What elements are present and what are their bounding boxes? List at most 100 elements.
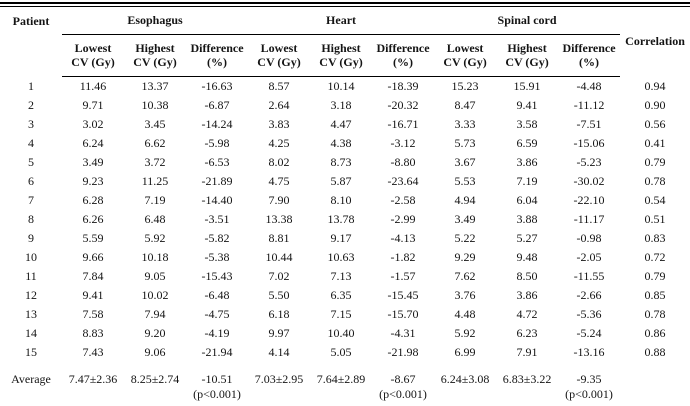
- value-cell: 7.13: [330, 269, 352, 283]
- patient-cell: 13: [25, 307, 37, 321]
- col-header-heart-lowest-cv: Lowest CV (Gy): [248, 34, 311, 77]
- value-cell: 9.23: [82, 174, 104, 188]
- value-cell: 6.99: [454, 345, 476, 359]
- p-value-note: (p<0.001): [379, 387, 427, 401]
- value-cell: 3.83: [268, 117, 290, 131]
- value-cell: 7.84: [82, 269, 104, 283]
- col-header-spinal-cord-highest-cv: Highest CV (Gy): [496, 34, 559, 77]
- value-cell: -18.39: [387, 79, 419, 93]
- value-cell: 3.88: [516, 212, 538, 226]
- value-cell: -21.89: [201, 174, 233, 188]
- value-cell: -22.10: [573, 193, 605, 207]
- value-cell: -15.70: [387, 307, 419, 321]
- value-cell: 0.79: [644, 155, 666, 169]
- value-cell: 7.19: [144, 193, 166, 207]
- value-cell: 8.83: [82, 326, 104, 340]
- value-cell: 5.92: [144, 231, 166, 245]
- value-cell: -3.51: [204, 212, 230, 226]
- value-cell: 8.73: [330, 155, 352, 169]
- average-value-cell: 6.24±3.08: [434, 370, 496, 406]
- average-value-cell: -10.51 (p<0.001): [186, 370, 248, 406]
- patient-cell: 6: [28, 174, 34, 188]
- value-cell: 0.83: [644, 231, 666, 245]
- value-cell: 9.41: [82, 288, 104, 302]
- value-cell: 5.27: [516, 231, 538, 245]
- value-cell: 3.33: [454, 117, 476, 131]
- table-row: 5 3.49 3.72 -6.53 8.02 8.73 -8.80 3.67 3.86 -5.23…: [0, 153, 690, 172]
- value-cell: 3.58: [516, 117, 538, 131]
- col-group-esophagus: Esophagus: [62, 7, 249, 35]
- value-cell: 7.43: [82, 345, 104, 359]
- value-cell: 11.25: [141, 174, 169, 188]
- value-cell: 5.92: [454, 326, 476, 340]
- spacer-cell: [0, 362, 690, 370]
- value-cell: 10.38: [141, 98, 169, 112]
- value-cell: 0.72: [644, 250, 666, 264]
- value-cell: 10.18: [141, 250, 169, 264]
- value-cell: 3.49: [82, 155, 104, 169]
- value-cell: -2.58: [390, 193, 416, 207]
- patient-cell: 3: [28, 117, 34, 131]
- patient-cell: 1: [28, 78, 34, 93]
- value-cell: 9.48: [516, 250, 538, 264]
- value-cell: 4.94: [454, 193, 476, 207]
- col-header-heart-difference: Difference (%): [372, 34, 435, 77]
- p-value-note: (p<0.001): [565, 387, 613, 401]
- value-cell: 9.41: [516, 98, 538, 112]
- value-cell: 15.91: [513, 79, 541, 93]
- average-value: -10.51: [201, 372, 233, 386]
- value-cell: 3.86: [516, 155, 538, 169]
- value-cell: 3.72: [144, 155, 166, 169]
- table-row: 14 8.83 9.20 -4.19 9.97 10.40 -4.31 5.92 6.23 -5.…: [0, 324, 690, 343]
- value-cell: -21.98: [387, 345, 419, 359]
- value-cell: -5.82: [204, 231, 230, 245]
- value-cell: -5.38: [204, 250, 230, 264]
- table-row: 2 9.71 10.38 -6.87 2.64 3.18 -20.32 8.47 9.41 -11…: [0, 96, 690, 115]
- value-cell: 3.18: [330, 98, 352, 112]
- average-correlation-cell: [620, 370, 690, 406]
- col-header-spinal-cord-difference: Difference (%): [558, 34, 621, 77]
- value-cell: 5.87: [330, 174, 352, 188]
- table-row: 10 9.66 10.18 -5.38 10.44 10.63 -1.82 9.29 9.48 -…: [0, 248, 690, 267]
- table-row: 7 6.28 7.19 -14.40 7.90 8.10 -2.58 4.94 6.04 -22.…: [0, 191, 690, 210]
- value-cell: -20.32: [387, 98, 419, 112]
- value-cell: 6.04: [516, 193, 538, 207]
- value-cell: 9.05: [144, 269, 166, 283]
- table-header: Patient Esophagus Heart Spinal cord Corr…: [0, 7, 690, 77]
- table-row: 6 9.23 11.25 -21.89 4.75 5.87 -23.64 5.53 7.19 -3…: [0, 172, 690, 191]
- value-cell: -8.80: [390, 155, 416, 169]
- average-value-cell: -8.67 (p<0.001): [372, 370, 434, 406]
- value-cell: -11.55: [573, 269, 605, 283]
- average-label-cell: Average: [11, 372, 51, 386]
- value-cell: 7.94: [144, 307, 166, 321]
- value-cell: 4.48: [454, 307, 476, 321]
- table-row: 12 9.41 10.02 -6.48 5.50 6.35 -15.45 3.76 3.86 -2…: [0, 286, 690, 305]
- value-cell: -2.05: [576, 250, 602, 264]
- table-row: 13 7.58 7.94 -4.75 6.18 7.15 -15.70 4.48 4.72 -5.…: [0, 305, 690, 324]
- value-cell: 7.91: [516, 345, 538, 359]
- value-cell: 0.54: [644, 193, 666, 207]
- value-cell: 6.28: [82, 193, 104, 207]
- table-row: 9 5.59 5.92 -5.82 8.81 9.17 -4.13 5.22 5.27 -0.98…: [0, 229, 690, 248]
- patient-cell: 11: [25, 269, 37, 283]
- table-row: 15 7.43 9.06 -21.94 4.14 5.05 -21.98 6.99 7.91 -1…: [0, 343, 690, 362]
- value-cell: 8.47: [454, 98, 476, 112]
- value-cell: 9.17: [330, 231, 352, 245]
- value-cell: 7.62: [454, 269, 476, 283]
- col-header-heart-highest-cv: Highest CV (Gy): [310, 34, 373, 77]
- value-cell: -1.82: [390, 250, 416, 264]
- col-header-esophagus-difference: Difference (%): [186, 34, 249, 77]
- value-cell: 11.46: [79, 79, 107, 93]
- value-cell: 10.40: [327, 326, 355, 340]
- value-cell: 4.25: [268, 136, 290, 150]
- value-cell: 7.15: [330, 307, 352, 321]
- value-cell: 9.29: [454, 250, 476, 264]
- value-cell: -11.17: [573, 212, 605, 226]
- spacer-row: [0, 362, 690, 370]
- value-cell: -6.87: [204, 98, 230, 112]
- value-cell: 5.22: [454, 231, 476, 245]
- value-cell: -14.24: [201, 117, 233, 131]
- value-cell: 7.19: [516, 174, 538, 188]
- value-cell: -5.36: [576, 307, 602, 321]
- value-cell: 5.59: [82, 231, 104, 245]
